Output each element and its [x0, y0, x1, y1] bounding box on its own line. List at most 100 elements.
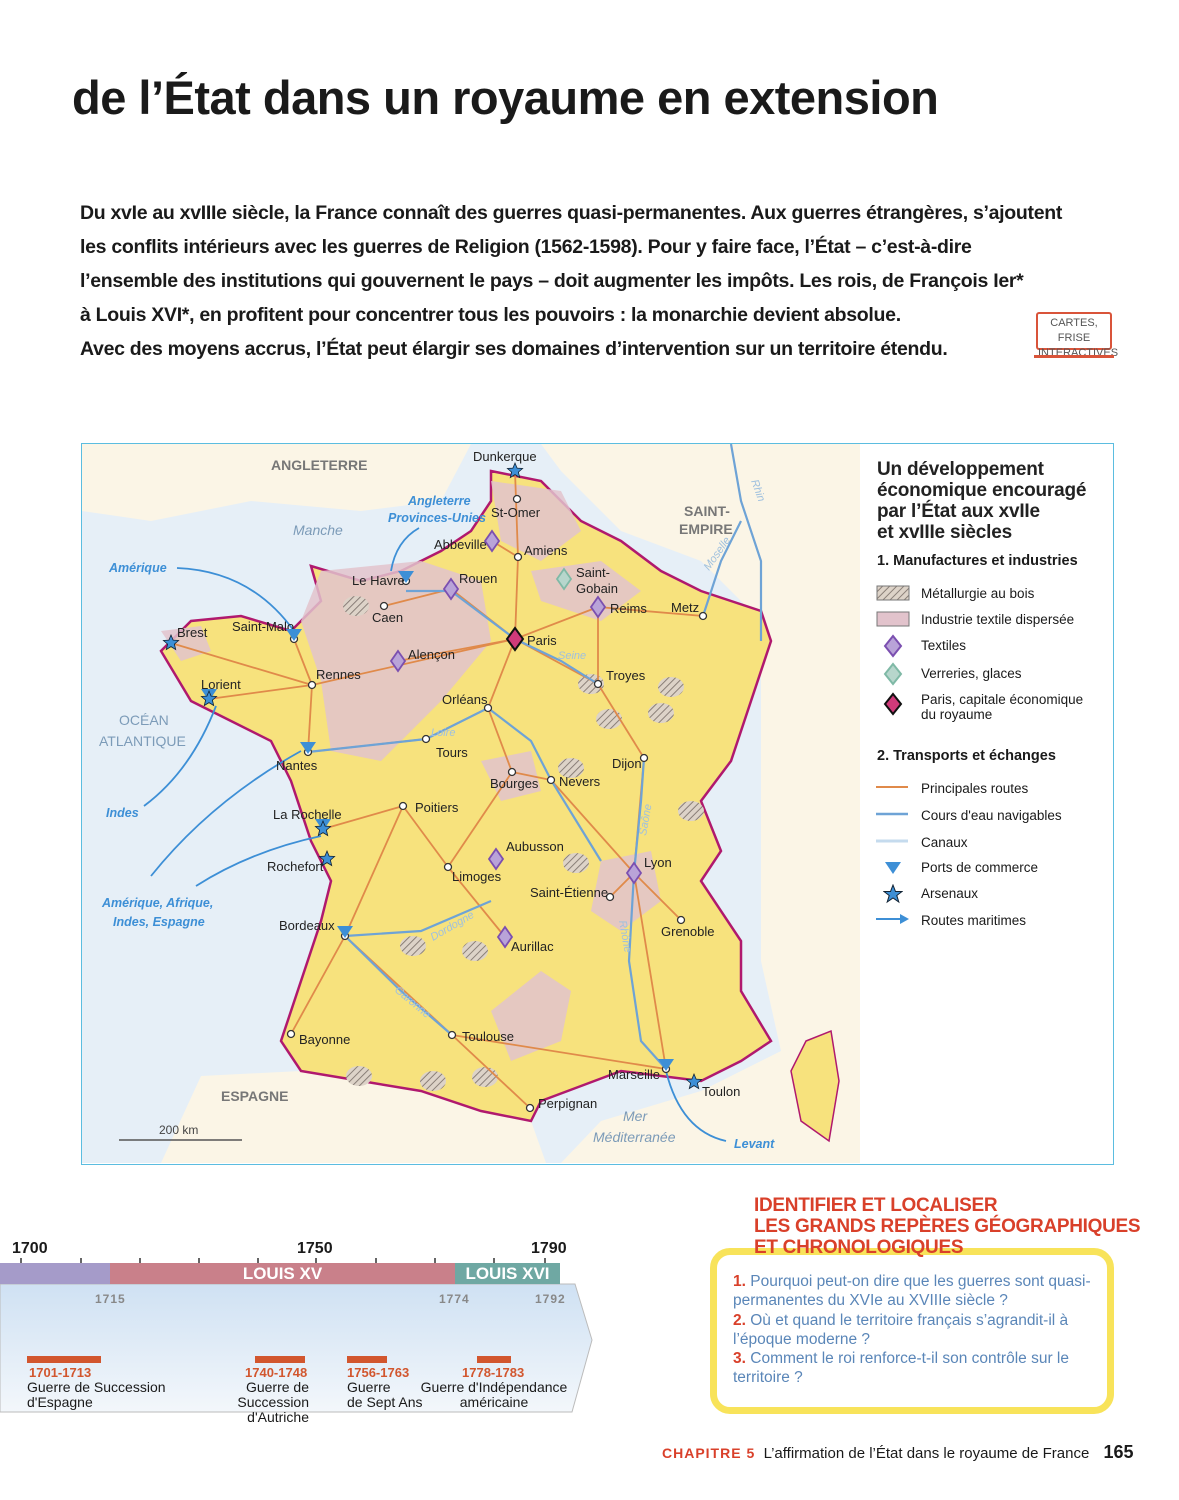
war-name: Guerre de Succession d'Autriche — [237, 1379, 309, 1425]
city-label: Toulon — [702, 1084, 740, 1099]
city-label: Le Havre — [352, 573, 405, 588]
city-label: La Rochelle — [273, 807, 342, 822]
road — [402, 805, 449, 868]
river-label: Loire — [431, 727, 455, 739]
legend-section-heading: 1. Manufactures et industries — [877, 553, 1078, 569]
textile-swatch — [876, 611, 910, 627]
sea-routes — [143, 527, 727, 1142]
river-garonne — [344, 935, 453, 1036]
region-labels: ANGLETERRE Manche SAINT- EMPIRE OCÉAN AT… — [99, 457, 733, 1145]
questions-heading: IDENTIFIER ET LOCALISER LES GRANDS REPÈR… — [754, 1195, 1141, 1258]
metallurgy-zones — [343, 596, 704, 1091]
city-label: Limoges — [452, 869, 502, 884]
river-saone — [632, 757, 646, 874]
road — [487, 638, 516, 709]
question-item: 3. Comment le roi renforce-t-il son cont… — [733, 1350, 1069, 1387]
interactive-maps-button[interactable]: CARTES, FRISE INTERACTIVES — [1036, 312, 1118, 359]
city-label: Metz — [671, 600, 699, 615]
legend-item: Routes maritimes — [921, 913, 1027, 928]
city-label: Paris — [527, 633, 557, 648]
city-label: Rochefort — [267, 859, 324, 874]
green-diamond-icon — [883, 662, 903, 686]
city-label: Aurillac — [511, 939, 554, 954]
legend-item: Ports de commerce — [921, 860, 1039, 875]
intro-line: les conflits intérieurs avec les guerres… — [80, 236, 972, 258]
chapter-title: L’affirmation de l’État dans le royaume … — [763, 1445, 1090, 1462]
river-moselle — [701, 520, 742, 617]
road — [511, 771, 552, 781]
city-dot — [398, 801, 408, 811]
legend-title-line: par l’État aux xvIIe — [877, 501, 1040, 522]
legend-item: du royaume — [921, 707, 993, 722]
timeline-background — [0, 1258, 593, 1413]
sea-route-arrow-icon — [876, 914, 909, 924]
city-dot — [605, 892, 615, 902]
textile-diamond — [496, 925, 514, 949]
road — [290, 935, 346, 1035]
city-label: Gobain — [576, 581, 618, 596]
legend-item: Paris, capitale économique — [921, 692, 1084, 707]
city-label: Tours — [436, 745, 468, 760]
reign-louis-xvi: LOUIS XVI — [455, 1263, 560, 1284]
france-map: Dunkerque St-Omer Abbeville Amiens Rouen Le H… — [82, 444, 860, 1163]
textile-diamond — [487, 847, 505, 871]
road — [597, 606, 704, 617]
year-label: 1700 — [12, 1240, 48, 1257]
legend-item: Verreries, glaces — [921, 666, 1022, 681]
metallurgy-zone — [346, 1066, 372, 1086]
label-saint-empire: SAINT- — [684, 503, 730, 519]
road — [447, 771, 513, 868]
textile-diamond — [442, 577, 460, 601]
war-dates: 1701-1713 — [29, 1365, 92, 1380]
metallurgy-zone — [558, 758, 584, 778]
city-label: St-Omer — [491, 505, 541, 520]
year-sublabel: 1715 — [95, 1292, 126, 1306]
metallurgy-zone — [400, 936, 426, 956]
river-dordogne — [344, 899, 492, 938]
city-label: Bordeaux — [279, 918, 335, 933]
label-mer: Méditerranée — [593, 1129, 676, 1145]
label-ocean: OCÉAN — [119, 712, 169, 728]
war-dates: 1778-1783 — [462, 1365, 525, 1380]
road — [322, 805, 404, 830]
city-label: Lyon — [644, 855, 672, 870]
road — [311, 638, 516, 686]
road — [514, 556, 519, 640]
textile-diamond — [483, 529, 501, 553]
label-angleterre: ANGLETERRE — [271, 457, 367, 473]
legend-title-line: économique encouragé — [877, 480, 1087, 501]
city-label: Brest — [177, 625, 208, 640]
city-dot — [546, 775, 556, 785]
arsenal-star-icon — [883, 884, 903, 904]
road — [487, 707, 513, 773]
button-underline — [1034, 355, 1114, 358]
hatch-swatch — [876, 585, 910, 601]
city-dot — [639, 753, 649, 763]
city-label: Abbeville — [434, 537, 487, 552]
road — [633, 872, 682, 921]
year-sublabel: 1792 — [535, 1292, 566, 1306]
war-name: Guerre de Succession d'Espagne — [27, 1379, 166, 1410]
reign-louis-xiv — [0, 1263, 110, 1284]
legend-item: Cours d'eau navigables — [921, 808, 1062, 823]
metallurgy-zone — [648, 703, 674, 723]
river-label: Rhône — [616, 919, 633, 953]
city-label: Toulouse — [462, 1029, 514, 1044]
city-dot — [379, 601, 389, 611]
road — [397, 638, 516, 662]
city-label: Marseille — [608, 1067, 660, 1082]
land-spain — [161, 1071, 546, 1163]
road — [451, 1034, 667, 1070]
city-label: Alençon — [408, 647, 455, 662]
page-title: de l’État dans un royaume en extension — [72, 71, 939, 124]
city-label: Saint- — [576, 565, 610, 580]
war-bar — [255, 1356, 305, 1363]
land-neighbours — [541, 444, 860, 1163]
canal-line-icon — [876, 839, 908, 843]
legend-item: Principales routes — [921, 781, 1029, 796]
metallurgy-zone — [420, 1071, 446, 1091]
map-legend: Un développement économique encouragé pa… — [860, 443, 1114, 1165]
land-england — [82, 444, 471, 521]
city-label: Aubusson — [506, 839, 564, 854]
city-label: Nantes — [276, 758, 318, 773]
